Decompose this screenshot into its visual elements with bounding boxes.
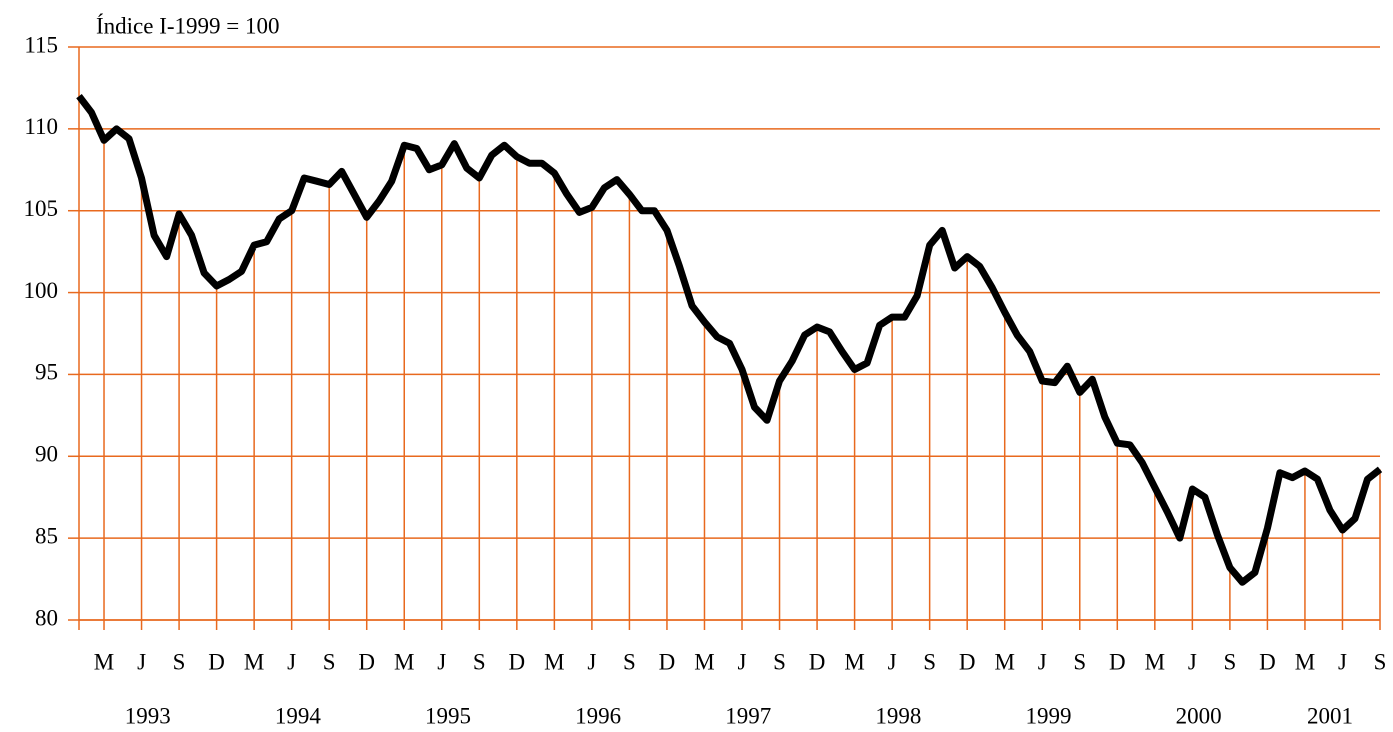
x-tick-label: J [287,649,296,674]
y-tick-label: 110 [24,114,58,139]
x-tick-label: M [394,649,414,674]
x-tick-label: J [437,649,446,674]
year-label: 2000 [1176,703,1222,728]
y-tick-label: 115 [24,32,58,57]
year-label: 2001 [1307,703,1353,728]
y-tick-label: 105 [24,196,59,221]
y-tick-label: 85 [35,523,58,548]
x-tick-label: M [94,649,114,674]
year-label: 1999 [1025,703,1071,728]
x-tick-label: D [208,649,225,674]
x-tick-label: S [473,649,486,674]
x-tick-label: M [694,649,714,674]
x-tick-label: S [1073,649,1086,674]
x-tick-label: D [509,649,526,674]
y-tick-label: 95 [35,360,58,385]
x-tick-label: J [137,649,146,674]
x-tick-label: M [1295,649,1315,674]
year-label: 1995 [425,703,471,728]
x-tick-label: S [623,649,636,674]
y-axis-label: Índice I-1999 = 100 [96,13,280,38]
x-tick-label: M [1145,649,1165,674]
x-tick-label: S [923,649,936,674]
x-tick-label: S [173,649,186,674]
x-tick-label: J [1188,649,1197,674]
x-tick-label: S [773,649,786,674]
x-tick-label: J [888,649,897,674]
x-tick-label: D [1109,649,1126,674]
year-label: 1993 [125,703,171,728]
x-tick-label: S [1374,649,1387,674]
x-tick-label: D [959,649,976,674]
x-tick-label: J [1038,649,1047,674]
year-label: 1996 [575,703,621,728]
y-tick-label: 100 [24,278,59,303]
x-tick-label: S [1223,649,1236,674]
year-label: 1997 [725,703,771,728]
year-label: 1998 [875,703,921,728]
x-tick-label: M [994,649,1014,674]
x-tick-label: D [358,649,375,674]
x-tick-label: D [659,649,676,674]
year-label: 1994 [275,703,322,728]
data-line [76,93,1383,586]
y-tick-label: 90 [35,442,58,467]
x-tick-label: J [738,649,747,674]
x-tick-label: J [587,649,596,674]
x-tick-label: M [244,649,264,674]
x-tick-label: S [323,649,336,674]
x-tick-label: J [1338,649,1347,674]
x-tick-label: D [809,649,826,674]
x-tick-label: M [844,649,864,674]
x-tick-label: D [1259,649,1276,674]
x-tick-label: M [544,649,564,674]
y-tick-label: 80 [35,605,58,630]
